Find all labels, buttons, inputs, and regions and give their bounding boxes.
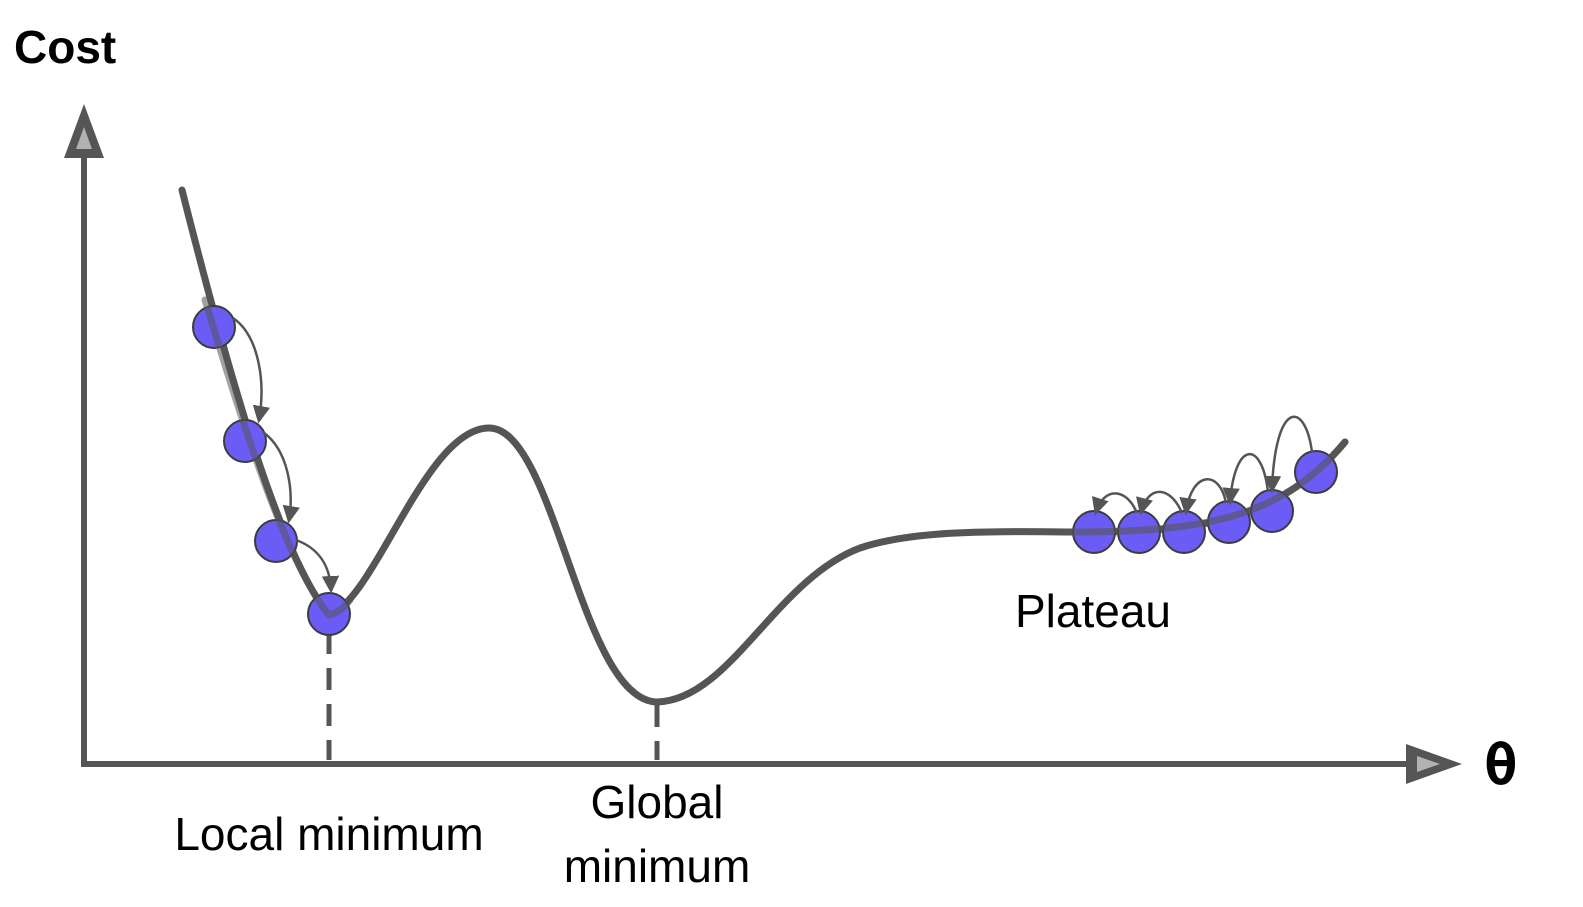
step-arrow	[1136, 490, 1184, 516]
plateau-ball	[1162, 510, 1206, 554]
left-descent-steps	[192, 305, 351, 636]
plateau-steps	[1072, 450, 1338, 554]
plateau-label: Plateau	[1015, 585, 1171, 637]
left-step-arrows	[232, 316, 340, 594]
step-arrow	[295, 538, 340, 594]
cost-curve-overlay-plateau	[1066, 438, 1349, 536]
step-arrow	[1263, 415, 1314, 494]
x-axis-label: θ	[1484, 733, 1518, 798]
x-axis-arrowhead-highlight	[1417, 756, 1440, 772]
plateau-step-arrows	[1091, 415, 1314, 516]
y-axis-arrowhead-highlight	[76, 127, 92, 149]
global-minimum-label-line2: minimum	[564, 840, 751, 892]
local-minimum-label: Local minimum	[174, 808, 483, 860]
y-axis-label: Cost	[14, 21, 116, 73]
axes	[64, 104, 1462, 784]
step-arrow	[1222, 453, 1270, 506]
global-minimum-label-line1: Global	[591, 776, 724, 828]
step-arrow	[262, 430, 300, 524]
step-arrow	[1179, 478, 1228, 516]
step-arrow	[232, 316, 271, 424]
cost-curve-overlay-left	[201, 296, 354, 619]
step-arrow	[1091, 492, 1139, 516]
